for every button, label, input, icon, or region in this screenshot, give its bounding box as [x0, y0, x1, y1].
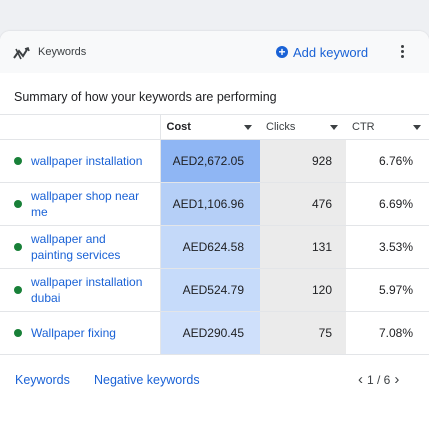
ctr-cell: 6.76% [346, 139, 429, 183]
keywords-link[interactable]: Keywords [15, 373, 70, 387]
keywords-trend-icon [13, 46, 30, 60]
column-label-ctr: CTR [352, 121, 375, 133]
keywords-card: Keywords + Add keyword Summary of how yo… [0, 31, 429, 429]
card-title: Keywords [38, 46, 87, 58]
card-footer: Keywords Negative keywords ‹ 1 / 6 › [0, 365, 429, 395]
table-row: wallpaper installation AED2,672.05 928 6.76… [0, 139, 429, 183]
summary-text: Summary of how your keywords are perform… [14, 90, 277, 104]
column-header-ctr[interactable]: CTR [346, 114, 429, 140]
cost-cell: AED2,672.05 [159, 139, 260, 183]
sort-arrow-icon [413, 125, 421, 130]
cost-cell: AED290.45 [159, 311, 260, 355]
keyword-cell: wallpaper installation dubai [0, 268, 160, 312]
ctr-cell: 7.08% [346, 311, 429, 355]
keyword-cell: Wallpaper fixing [0, 311, 160, 355]
clicks-cell: 120 [260, 268, 346, 312]
column-label-cost: Cost [166, 121, 191, 133]
add-keyword-label: Add keyword [293, 44, 369, 60]
keyword-column-header [0, 114, 160, 140]
ctr-cell: 6.69% [346, 182, 429, 226]
keyword-link[interactable]: wallpaper installation dubai [31, 275, 143, 305]
status-dot-icon [14, 286, 22, 294]
keyword-link[interactable]: wallpaper shop near me [31, 189, 140, 219]
add-circle-icon: + [276, 46, 288, 58]
cost-cell: AED624.58 [159, 225, 260, 269]
keyword-cell: wallpaper shop near me [0, 182, 160, 226]
card-header: Keywords + Add keyword [0, 31, 429, 73]
chevron-left-icon[interactable]: ‹ [358, 371, 363, 388]
column-header-cost[interactable]: Cost [159, 114, 260, 140]
keyword-link[interactable]: wallpaper and painting services [31, 232, 121, 262]
clicks-cell: 75 [260, 311, 346, 355]
more-vert-icon[interactable] [396, 43, 408, 61]
cost-cell: AED1,106.96 [159, 182, 260, 226]
table-header-row: Cost Clicks CTR [0, 114, 429, 140]
keyword-link[interactable]: wallpaper installation [31, 154, 143, 168]
keywords-table: Cost Clicks CTR wallpaper installation AE… [0, 114, 429, 355]
sort-arrow-icon [244, 125, 252, 130]
cost-cell: AED524.79 [159, 268, 260, 312]
table-row: wallpaper installation dubai AED524.79 120… [0, 268, 429, 312]
status-dot-icon [14, 243, 22, 251]
pagination: ‹ 1 / 6 › [358, 371, 400, 388]
clicks-cell: 131 [260, 225, 346, 269]
column-header-clicks[interactable]: Clicks [260, 114, 346, 140]
table-row: wallpaper shop near me AED1,106.96 476 6.69… [0, 182, 429, 226]
status-dot-icon [14, 329, 22, 337]
table-row: wallpaper and painting services AED624.58… [0, 225, 429, 269]
chevron-right-icon[interactable]: › [394, 371, 400, 388]
keyword-cell: wallpaper installation [0, 139, 160, 183]
clicks-cell: 476 [260, 182, 346, 226]
status-dot-icon [14, 200, 22, 208]
page-indicator: 1 / 6 [367, 373, 391, 387]
ctr-cell: 3.53% [346, 225, 429, 269]
ctr-cell: 5.97% [346, 268, 429, 312]
clicks-cell: 928 [260, 139, 346, 183]
keyword-link[interactable]: Wallpaper fixing [31, 326, 116, 340]
add-keyword-button[interactable]: + Add keyword [276, 42, 368, 62]
negative-keywords-link[interactable]: Negative keywords [94, 373, 200, 387]
status-dot-icon [14, 157, 22, 165]
column-label-clicks: Clicks [266, 121, 296, 133]
sort-arrow-icon [330, 125, 338, 130]
table-row: Wallpaper fixing AED290.45 75 7.08% [0, 311, 429, 355]
keyword-cell: wallpaper and painting services [0, 225, 160, 269]
